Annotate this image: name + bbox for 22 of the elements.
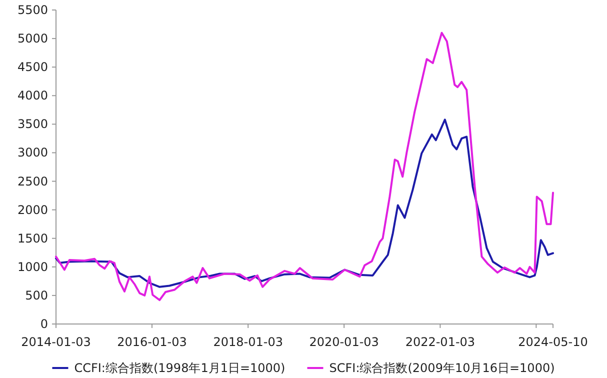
y-tick-label: 1500 [17, 231, 48, 246]
line-series [55, 118, 554, 288]
y-tick-label: 2000 [17, 202, 48, 217]
y-tick-label: 2500 [17, 174, 48, 188]
x-tick-label: 2014-01-03 [21, 335, 91, 349]
x-tick-label: 2016-01-03 [117, 335, 187, 349]
y-tick-label: 3500 [17, 117, 48, 132]
x-tick-label: 2022-01-03 [405, 335, 476, 349]
y-tick-label: 1000 [17, 260, 48, 274]
x-tick-label: 2018-01-03 [213, 335, 283, 349]
x-tick-label: 2024-05-10 [518, 335, 588, 349]
y-tick-label: 5500 [17, 3, 48, 17]
y-tick-label: 4000 [17, 88, 48, 103]
line-series [55, 32, 554, 302]
y-tick-label: 5000 [17, 32, 48, 46]
y-tick-label: 4500 [17, 60, 48, 74]
y-tick-label: 3000 [17, 146, 48, 160]
legend-label: CCFI:综合指数(1998年1月1日=1000) [74, 361, 286, 375]
legend-label: SCFI:综合指数(2009年10月16日=1000) [329, 361, 555, 375]
y-tick-label: 0 [40, 317, 48, 331]
x-tick-label: 2020-01-03 [309, 335, 379, 349]
y-tick-label: 500 [25, 288, 48, 302]
